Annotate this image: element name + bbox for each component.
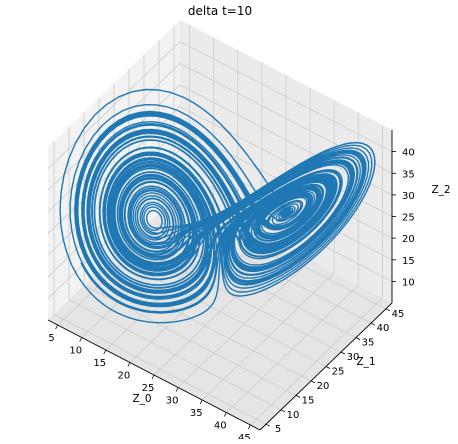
y-tick-label: 20 <box>317 381 330 392</box>
z-tick-label: 20 <box>402 234 415 245</box>
y-tick-label: 45 <box>392 309 405 320</box>
x-tick <box>199 399 203 405</box>
y-tick <box>295 395 301 398</box>
chart-title: delta t=10 <box>188 4 252 18</box>
x-tick-label: 20 <box>118 371 131 382</box>
y-tick <box>340 351 346 355</box>
y-tick <box>370 322 376 326</box>
x-tick-label: 5 <box>48 333 54 344</box>
axis-labels: delta t=10 Z_0 Z_1 Z_2 51015202530354045… <box>48 4 450 444</box>
x-tick <box>175 387 179 392</box>
y-grid-floor <box>53 313 267 425</box>
x-tick <box>151 374 155 380</box>
y-tick-label: 30 <box>347 352 360 363</box>
x-tick-label: 10 <box>69 346 82 357</box>
x-tick-label: 25 <box>142 383 155 394</box>
y-tick <box>325 366 331 369</box>
x-axis-label: Z_0 <box>132 393 151 405</box>
y-tick-label: 40 <box>377 323 390 334</box>
y-tick <box>310 380 316 384</box>
y-tick-label: 10 <box>287 410 300 421</box>
y-grid-floor <box>68 299 282 411</box>
y-grid-floor <box>128 241 342 353</box>
z-tick-label: 10 <box>402 277 415 288</box>
x-tick-label: 30 <box>166 396 179 407</box>
x-tick <box>248 424 251 430</box>
z-tick-label: 15 <box>402 256 415 267</box>
series-line <box>59 88 376 324</box>
z-grid-back <box>179 41 393 152</box>
z-tick-label: 35 <box>402 169 415 180</box>
y-tick-label: 25 <box>332 367 345 378</box>
y-tick <box>355 337 361 340</box>
x-tick-label: 40 <box>214 421 227 432</box>
x-tick-label: 35 <box>190 408 203 419</box>
tick-marks <box>55 151 396 430</box>
z-tick-label: 30 <box>402 191 415 202</box>
x-tick <box>55 324 58 330</box>
y-tick-label: 35 <box>362 338 375 349</box>
y-tick <box>280 409 286 413</box>
x-tick-label: 45 <box>238 433 251 439</box>
z-grid-left <box>47 41 181 169</box>
z-axis-label: Z_2 <box>431 184 450 196</box>
x-tick <box>79 337 83 342</box>
z-tick-label: 25 <box>402 213 415 224</box>
x-tick <box>127 362 131 367</box>
y-tick <box>385 308 391 312</box>
y-grid-floor <box>83 285 297 396</box>
z-tick-label: 40 <box>402 148 415 159</box>
x-tick <box>223 412 227 417</box>
data-layer <box>59 88 376 324</box>
x-tick-label: 15 <box>93 358 106 369</box>
y-tick-label: 5 <box>275 424 281 435</box>
y-axis-label: Z_1 <box>356 356 375 368</box>
y-tick <box>265 423 271 427</box>
x-tick <box>103 349 107 355</box>
y-tick-label: 15 <box>302 395 315 406</box>
